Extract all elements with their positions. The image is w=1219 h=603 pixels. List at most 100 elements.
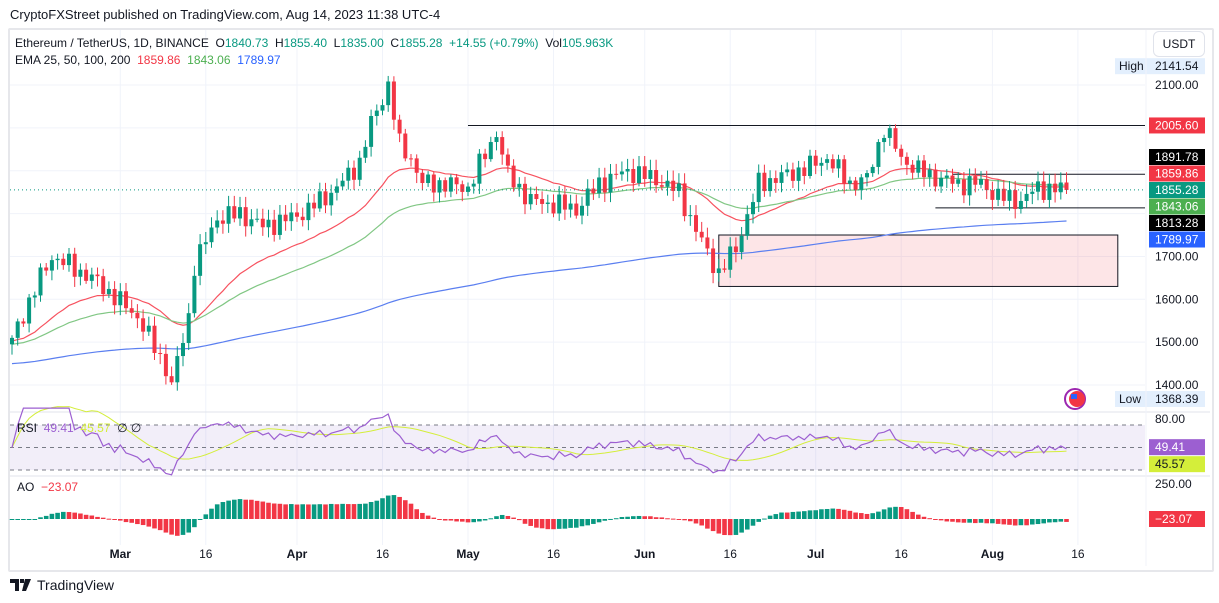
candle-body [830, 159, 835, 169]
candle [887, 124, 892, 146]
candle [78, 263, 83, 286]
candle [882, 134, 887, 153]
candle-body [203, 242, 208, 245]
candle-body [220, 220, 225, 224]
ao-bar [847, 510, 853, 519]
candle [619, 161, 624, 181]
candle [346, 160, 351, 190]
rsi-tag: 49.41 [1155, 440, 1185, 454]
candle-body [676, 183, 681, 191]
ao-label[interactable]: AO [17, 480, 35, 494]
ao-bar [112, 519, 117, 520]
high-label: H [274, 36, 284, 50]
candle-body [580, 205, 584, 216]
ao-bar [294, 504, 300, 519]
candle [808, 149, 812, 179]
chart-frame [8, 28, 1214, 572]
candle [637, 156, 641, 187]
candle-body [523, 183, 527, 205]
candle [1007, 181, 1012, 211]
candle-body [312, 202, 317, 209]
candle-body [551, 202, 556, 214]
candle [865, 170, 869, 187]
ao-bar [454, 519, 459, 522]
candle [500, 131, 505, 165]
candle-body [705, 237, 710, 249]
currency-button[interactable]: USDT [1153, 31, 1205, 57]
candle-body [1064, 182, 1069, 191]
candle-body [249, 219, 254, 227]
ao-bar [209, 508, 214, 519]
close-label: C [390, 36, 400, 50]
candle [682, 173, 687, 222]
candle-body [568, 203, 573, 210]
candle-body [574, 203, 579, 216]
candle [574, 194, 579, 219]
ao-bar [585, 519, 590, 526]
candle-body [283, 214, 288, 222]
candle [272, 209, 277, 242]
ao-bar [596, 519, 602, 523]
candle [819, 157, 824, 176]
tradingview-logo[interactable]: TradingView [10, 577, 114, 593]
candle-body [825, 159, 830, 163]
ao-bar [260, 501, 266, 519]
candle [944, 169, 949, 188]
ao-bar [887, 507, 893, 519]
ao-bar [631, 516, 636, 519]
time-tick-label: Apr [287, 547, 308, 561]
candle-body [106, 288, 111, 295]
ao-bar [89, 515, 95, 519]
ao-bar [431, 517, 437, 519]
close-value: 1855.28 [399, 36, 443, 50]
candle [557, 186, 562, 221]
candle-body [272, 219, 277, 235]
ao-bar [175, 519, 180, 536]
candle [779, 164, 784, 193]
candle-body [163, 353, 168, 377]
candle [904, 152, 909, 175]
ao-bar [636, 515, 642, 519]
ao-bar [539, 519, 545, 529]
ao-bar [323, 504, 328, 519]
ao-bar [163, 519, 169, 533]
ao-bar [300, 504, 305, 519]
candle-body [255, 218, 260, 220]
candle [728, 237, 733, 278]
ao-axis-label: 250.00 [1155, 477, 1192, 491]
candle-body [466, 186, 470, 192]
candle [1041, 171, 1046, 203]
ao-bar [55, 512, 60, 519]
candle [870, 164, 875, 177]
ao-bar [562, 519, 568, 529]
symbol-name[interactable]: Ethereum / TetherUS, 1D, BINANCE [15, 36, 209, 50]
candle-body [688, 215, 693, 217]
candle-body [733, 246, 738, 253]
ema-label[interactable]: EMA 25, 50, 100, 200 [15, 53, 131, 67]
candle-body [631, 168, 636, 184]
volume-value: 105.963K [561, 36, 614, 50]
rsi-label[interactable]: RSI [17, 421, 38, 435]
ao-legend: AO −23.07 [17, 480, 78, 494]
candle-body [591, 188, 596, 194]
candle [369, 109, 374, 157]
candle [209, 217, 214, 248]
candle [352, 160, 356, 190]
candle [44, 263, 49, 276]
ao-bar [659, 517, 665, 519]
candle-body [215, 220, 220, 228]
ao-bar [505, 515, 511, 519]
ao-bar [967, 519, 972, 523]
candle [15, 318, 20, 346]
candle-body [181, 343, 185, 357]
candle [260, 208, 265, 236]
ao-bar [881, 509, 887, 519]
ao-bar [688, 519, 693, 522]
candle-body [391, 81, 396, 120]
price-tag: 1855.28 [1155, 183, 1199, 197]
candle-body [1024, 193, 1029, 201]
candle-body [397, 119, 402, 134]
candle [466, 182, 470, 197]
ao-bar [460, 519, 465, 522]
